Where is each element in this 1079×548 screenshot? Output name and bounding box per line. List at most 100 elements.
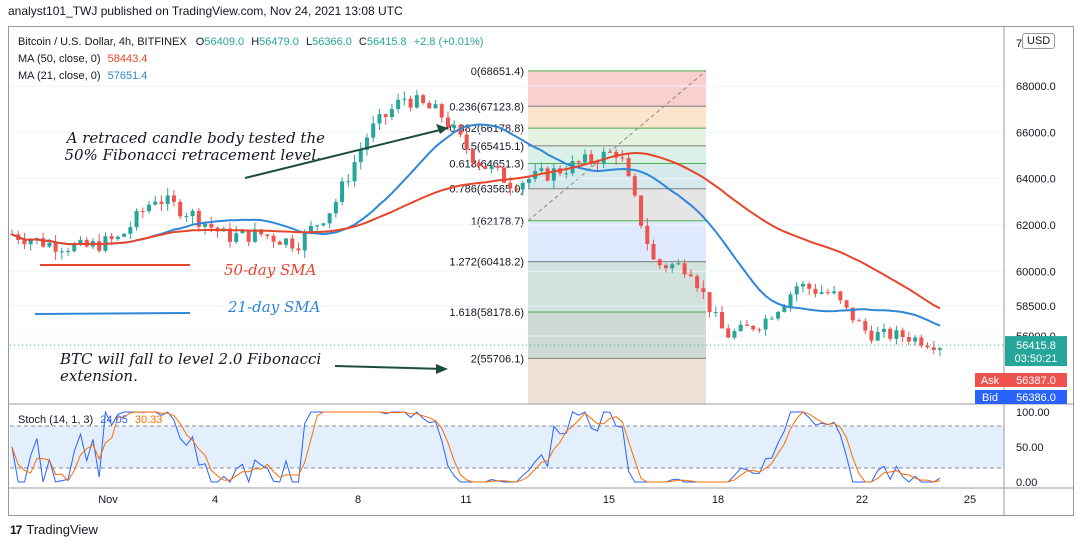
sma21-legend-line bbox=[34, 312, 191, 315]
change-value: +2.8 (+0.01%) bbox=[413, 36, 484, 48]
ma50-line bbox=[11, 151, 941, 310]
candle-body bbox=[47, 242, 52, 247]
candle-body bbox=[383, 114, 388, 117]
candle-body bbox=[601, 151, 606, 164]
candle-body bbox=[894, 330, 899, 339]
candle-body bbox=[439, 104, 444, 118]
candle-body bbox=[539, 168, 544, 171]
candle-body bbox=[115, 236, 120, 240]
candle-body bbox=[452, 125, 457, 129]
candle-body bbox=[639, 195, 644, 226]
time-tick: 15 bbox=[603, 494, 615, 506]
fib-zone bbox=[528, 70, 706, 107]
candle-body bbox=[564, 173, 569, 175]
candle-body bbox=[931, 347, 936, 351]
candle-body bbox=[171, 195, 176, 202]
candle-body bbox=[520, 182, 525, 190]
footer-brand[interactable]: 17 TradingView bbox=[10, 522, 98, 537]
candle-body bbox=[489, 166, 494, 169]
candle-body bbox=[296, 248, 301, 251]
open-value: 56409.0 bbox=[204, 36, 245, 48]
candle-body bbox=[377, 114, 382, 124]
currency-button[interactable]: USD bbox=[1022, 33, 1056, 49]
candle-body bbox=[389, 109, 394, 117]
candle-body bbox=[477, 162, 482, 167]
candle-body bbox=[147, 204, 152, 212]
candle-body bbox=[502, 167, 507, 183]
ask-tag bbox=[975, 373, 1005, 387]
candle-body bbox=[582, 154, 587, 163]
candle-body bbox=[657, 259, 662, 266]
candle-body bbox=[402, 98, 407, 100]
candle-body bbox=[526, 178, 531, 183]
candle-body bbox=[495, 166, 500, 168]
candle-body bbox=[763, 318, 768, 330]
stoch-k-value: 24.05 bbox=[100, 414, 128, 426]
candle-body bbox=[122, 233, 127, 237]
candle-body bbox=[265, 234, 270, 236]
candle-body bbox=[196, 210, 201, 227]
publisher-header: analyst101_TWJ published on TradingView.… bbox=[8, 4, 403, 18]
time-tick: 11 bbox=[460, 494, 471, 506]
annotation-1-line1: A retraced candle body tested the bbox=[65, 129, 326, 147]
fib-label: 1.618(58178.6) bbox=[449, 307, 524, 319]
candle-body bbox=[875, 331, 880, 341]
annotation-arrow-1 bbox=[244, 127, 449, 179]
countdown-label: 03:50:21 bbox=[1015, 353, 1058, 365]
candle-body bbox=[178, 201, 183, 217]
candle-body bbox=[464, 134, 469, 150]
candle-body bbox=[508, 182, 513, 189]
fib-zone bbox=[528, 106, 706, 129]
candle-body bbox=[788, 294, 793, 307]
candle-body bbox=[869, 330, 874, 341]
time-tick: Nov bbox=[98, 494, 118, 506]
tradingview-logo-icon: 17 bbox=[10, 522, 22, 537]
time-tick: 25 bbox=[964, 494, 976, 506]
fib-zone bbox=[528, 163, 706, 189]
candle-body bbox=[246, 230, 251, 242]
fib-label: 1.272(60418.2) bbox=[449, 257, 524, 269]
price-tick: 60000.0 bbox=[1016, 266, 1056, 278]
candle-body bbox=[184, 216, 189, 218]
candle-body bbox=[713, 312, 718, 314]
annotation-2-line2: extension. bbox=[60, 367, 138, 385]
candle-body bbox=[651, 243, 656, 260]
candle-body bbox=[645, 225, 650, 244]
stoch-tick: 100.00 bbox=[1016, 407, 1050, 419]
candle-body bbox=[28, 240, 33, 245]
candle-body bbox=[663, 265, 668, 269]
fib-label: 2(55706.1) bbox=[471, 353, 524, 365]
high-value: 56479.0 bbox=[259, 36, 299, 48]
candle-body bbox=[59, 251, 64, 253]
candle-body bbox=[720, 312, 725, 329]
stoch-legend: Stoch (14, 1, 3) 24.05 30.33 bbox=[18, 414, 162, 426]
candle-body bbox=[744, 324, 749, 326]
candle-body bbox=[315, 225, 320, 227]
candle-body bbox=[900, 330, 905, 338]
candle-body bbox=[888, 328, 893, 339]
fib-trend-line bbox=[527, 70, 707, 222]
candle-body bbox=[41, 238, 46, 247]
time-tick: 18 bbox=[712, 494, 724, 506]
candle-body bbox=[97, 241, 102, 251]
ma50-value: 58443.4 bbox=[107, 53, 148, 65]
candle-body bbox=[252, 229, 257, 242]
candle-body bbox=[234, 233, 239, 242]
candle-body bbox=[906, 337, 911, 342]
candle-body bbox=[707, 292, 712, 313]
candle-body bbox=[240, 230, 245, 234]
ma21-value: 57651.4 bbox=[107, 70, 148, 82]
bid-value: 56386.0 bbox=[1016, 392, 1056, 404]
candle-body bbox=[371, 123, 376, 138]
candle-body bbox=[726, 328, 731, 338]
annotation-arrow-2 bbox=[334, 365, 446, 370]
candle-body bbox=[352, 162, 357, 182]
candle-body bbox=[919, 337, 924, 346]
candle-body bbox=[670, 264, 675, 269]
candle-body bbox=[165, 195, 170, 204]
candle-body bbox=[626, 158, 631, 177]
candle-body bbox=[159, 201, 164, 204]
bid-badge bbox=[1005, 390, 1067, 404]
candle-body bbox=[757, 329, 762, 331]
